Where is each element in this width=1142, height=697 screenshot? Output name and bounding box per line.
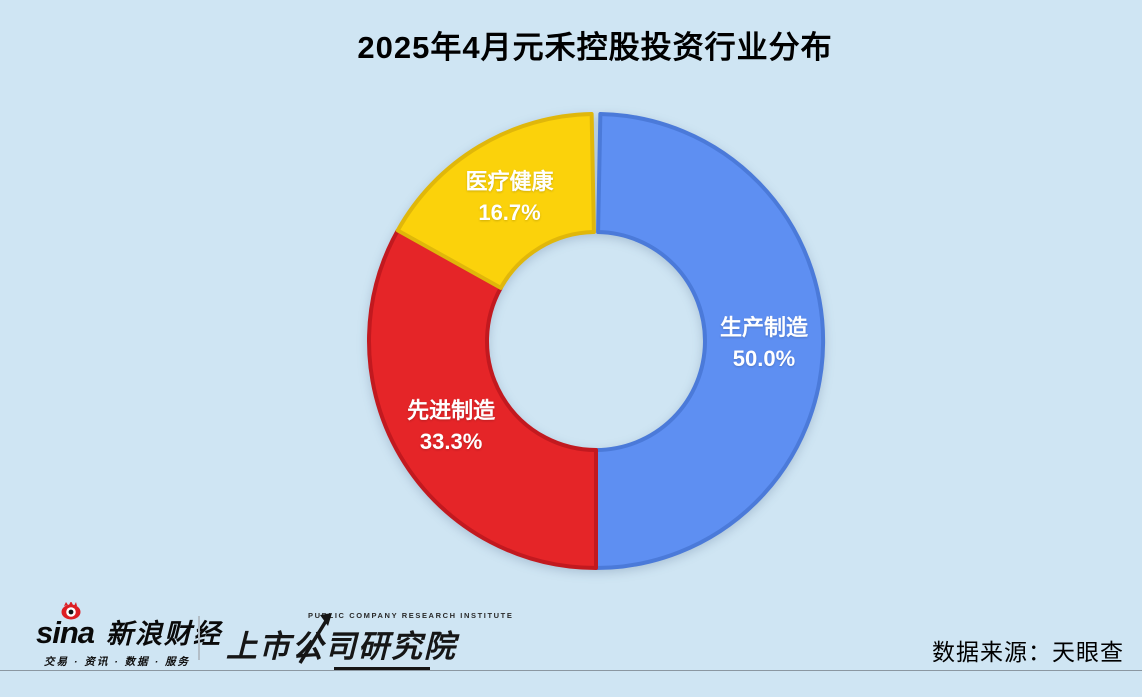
sina-brand-cn: 新浪财经 xyxy=(106,619,223,649)
institute-name-cn-text: 上市公司研究院 xyxy=(226,629,457,664)
data-source-note: 数据来源：天眼查 xyxy=(932,639,1124,665)
chart-title: 2025年4月元禾控股投资行业分布 xyxy=(357,30,833,65)
pie-slice-医疗健康 xyxy=(395,112,596,290)
institute-underline xyxy=(334,667,430,670)
sina-finance-logo: sina 新浪财经 交易 · 资讯 · 数据 · 服务 xyxy=(36,601,223,669)
sina-eye-icon xyxy=(60,601,82,625)
footer-logo-separator xyxy=(198,616,200,660)
pie-slice-生产制造 xyxy=(594,112,826,570)
institute-name-en: PUBLIC COMPANY RESEARCH INSTITUTE xyxy=(308,611,514,620)
footer-divider-line xyxy=(0,670,1142,671)
sina-wordmark: sina xyxy=(36,615,95,650)
sina-tagline: 交易 · 资讯 · 数据 · 服务 xyxy=(44,656,190,668)
arrow-up-icon xyxy=(292,613,336,673)
pie-slice-先进制造 xyxy=(367,228,598,570)
institute-name-cn: 上市公司研究院 xyxy=(226,613,513,670)
research-institute-logo: PUBLIC COMPANY RESEARCH INSTITUTE 上市公司研究… xyxy=(226,611,514,670)
